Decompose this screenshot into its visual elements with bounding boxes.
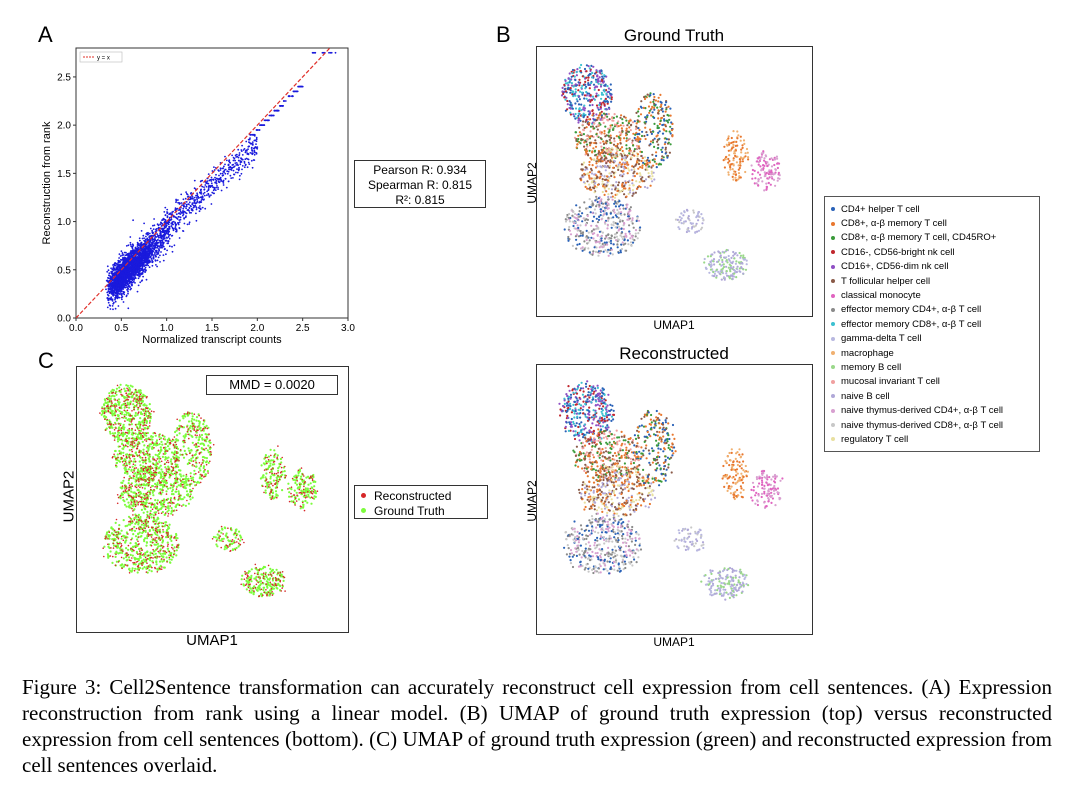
x-tick-label: 2.0 [250,323,264,334]
legend-label: CD16+, CD56-dim nk cell [841,261,949,273]
panel-c-legend: Reconstructed Ground Truth [354,485,488,519]
legend-marker [831,365,835,370]
legend-label: classical monocyte [841,290,921,302]
x-tick-label: 2.5 [296,323,310,334]
legend-marker [831,423,835,428]
correlation-stats-box: Pearson R: 0.934 Spearman R: 0.815 R²: 0… [354,160,486,208]
legend-label: memory B cell [841,361,902,373]
legend-marker [831,322,835,327]
panel-label-c: C [38,348,54,373]
y-tick-label: 1.0 [57,217,71,228]
y-tick-label: 1.5 [57,169,71,180]
spearman-r: Spearman R: 0.815 [367,178,473,192]
cell-type-legend: CD4+ helper T cell CD8+, α-β memory T cel… [824,196,1040,452]
legend-item: effector memory CD8+, α-β T cell [831,317,1033,331]
mmd-annotation: MMD = 0.0020 [206,375,338,395]
legend-label: CD8+, α-β memory T cell [841,218,947,230]
legend-item: memory B cell [831,360,1033,374]
legend-item: effector memory CD4+, α-β T cell [831,303,1033,317]
x-axis-label: Normalized transcript counts [142,334,282,346]
legend-label: CD16-, CD56-bright nk cell [841,246,955,258]
panel-c-xlabel: UMAP1 [186,632,238,649]
panel-label-b: B [496,22,511,47]
legend-item: CD8+, α-β memory T cell, CD45RO+ [831,231,1033,245]
ground-truth-legend-marker [361,508,366,513]
reconstructed-title: Reconstructed [619,344,729,363]
legend-label: effector memory CD4+, α-β T cell [841,304,982,316]
legend-marker [831,336,835,341]
legend-item: naive thymus-derived CD8+, α-β T cell [831,418,1033,432]
panel-b-ground-truth-umap [536,46,813,317]
legend-marker [831,379,835,384]
legend-item: macrophage [831,346,1033,360]
ground-truth-xlabel: UMAP1 [653,318,695,332]
legend-marker [831,394,835,399]
ground-truth-ylabel: UMAP2 [525,162,539,204]
legend-label: naive thymus-derived CD8+, α-β T cell [841,419,1004,431]
panel-a-points [105,51,337,311]
x-tick-label: 0.5 [114,323,128,334]
legend-label: naive thymus-derived CD4+, α-β T cell [841,405,1004,417]
r-squared: R²: 0.815 [395,193,445,207]
legend-label: gamma-delta T cell [841,333,922,345]
panel-c-ylabel: UMAP2 [60,470,78,523]
legend-marker [831,250,835,255]
y-axis-label: Reconstruction from rank [41,121,53,244]
legend-item: mucosal invariant T cell [831,375,1033,389]
figure-caption: Figure 3: Cell2Sentence transformation c… [22,675,1052,777]
panel-a-chart: 0.0 0.5 1.0 1.5 2.0 2.5 3.0 0.0 0.5 1.0 1.5 2.0 2.5… [41,47,355,346]
legend-marker [831,235,835,240]
legend-label: CD8+, α-β memory T cell, CD45RO+ [841,232,997,244]
panel-b-reconstructed-umap [536,364,813,635]
legend-y-equals-x: y = x [97,56,110,62]
x-tick-label: 3.0 [341,323,355,334]
legend-label: CD4+ helper T cell [841,203,920,215]
panel-c-overlay-umap [76,366,349,633]
legend-item: naive B cell [831,389,1033,403]
reconstructed-xlabel: UMAP1 [653,635,695,649]
ground-truth-title: Ground Truth [623,26,725,45]
legend-marker [831,279,835,284]
legend-item: regulatory T cell [831,432,1033,446]
legend-item: gamma-delta T cell [831,332,1033,346]
legend-label: effector memory CD8+, α-β T cell [841,318,982,330]
reconstructed-ylabel: UMAP2 [525,480,539,522]
legend-marker [831,264,835,269]
x-tick-label: 1.0 [160,323,174,334]
legend-item: CD4+ helper T cell [831,202,1033,216]
panel-label-a: A [38,22,53,47]
legend-marker [831,351,835,356]
legend-item: T follicular helper cell [831,274,1033,288]
panel-a-legend [79,51,123,63]
legend-label: T follicular helper cell [841,275,931,287]
legend-marker [831,307,835,312]
legend-marker [831,293,835,298]
legend-item: classical monocyte [831,288,1033,302]
legend-marker [831,437,835,442]
legend-reconstructed: Reconstructed [374,488,452,503]
legend-label: mucosal invariant T cell [841,376,940,388]
y-equals-x-line [75,47,331,319]
x-tick-label: 0.0 [69,323,83,334]
legend-item: CD8+, α-β memory T cell [831,216,1033,230]
pearson-r: Pearson R: 0.934 [373,163,467,177]
legend-item: CD16+, CD56-dim nk cell [831,260,1033,274]
legend-ground-truth: Ground Truth [374,503,445,518]
y-tick-label: 0.0 [57,314,71,325]
legend-label: regulatory T cell [841,433,909,445]
legend-marker [831,221,835,226]
legend-item: naive thymus-derived CD4+, α-β T cell [831,403,1033,417]
y-tick-label: 0.5 [57,265,71,276]
legend-item: CD16-, CD56-bright nk cell [831,245,1033,259]
legend-label: naive B cell [841,390,890,402]
reconstructed-legend-marker [361,493,366,498]
y-tick-label: 2.5 [57,72,71,83]
legend-label: macrophage [841,347,894,359]
legend-marker [831,207,835,212]
x-tick-label: 1.5 [205,323,219,334]
legend-marker [831,408,835,413]
y-tick-label: 2.0 [57,121,71,132]
